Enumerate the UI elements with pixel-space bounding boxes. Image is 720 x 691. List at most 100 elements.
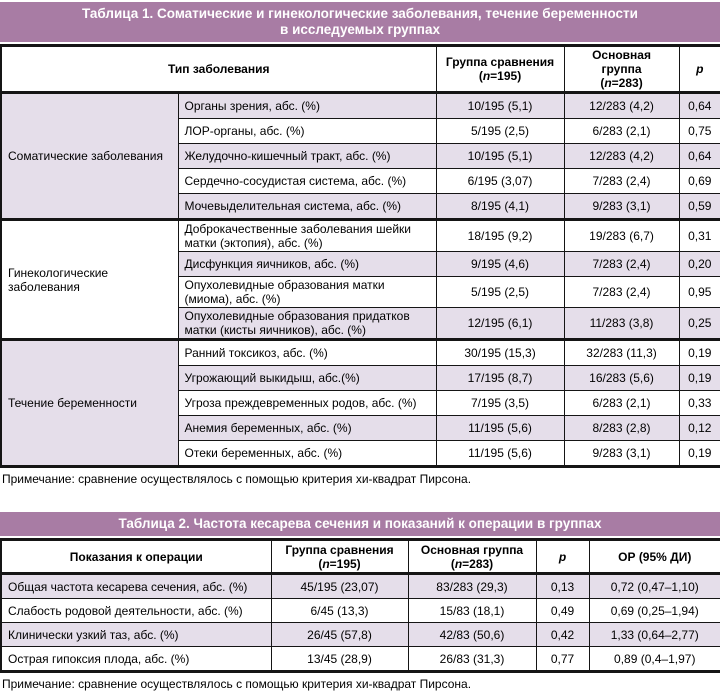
comparison-group-name: Группа сравнения xyxy=(445,55,555,69)
table1-header-main-group: Основная группа (n=283) xyxy=(563,45,680,94)
comparison-value: 5/195 (2,5) xyxy=(435,118,565,144)
main-value: 26/83 (31,3) xyxy=(407,646,537,672)
p-value: 0,59 xyxy=(678,193,720,220)
p-value: 0,20 xyxy=(678,251,720,277)
table-row: Общая частота кесарева сечения, абс. (%)… xyxy=(0,573,720,599)
table1-group-gynecological: Гинекологические заболевания xyxy=(0,218,179,340)
odds-ratio-value: 0,89 (0,4–1,97) xyxy=(588,646,720,672)
comparison-value: 9/195 (4,6) xyxy=(435,251,565,277)
paren-open: ( xyxy=(600,76,605,90)
p-value: 0,31 xyxy=(678,218,720,252)
table-row: Клинически узкий таз, абс. (%) 26/45 (57… xyxy=(0,622,720,647)
table1-title-bar: Таблица 1. Соматические и гинекологическ… xyxy=(0,2,720,42)
comparison-value: 13/45 (28,9) xyxy=(270,646,409,672)
odds-ratio-value: 0,72 (0,47–1,10) xyxy=(588,573,720,599)
p-value: 0,19 xyxy=(678,365,720,391)
table1-group-pregnancy-course: Течение беременности xyxy=(0,338,179,467)
indication-label: Клинически узкий таз, абс. (%) xyxy=(0,622,272,647)
p-value: 0,95 xyxy=(678,276,720,308)
disease-label: Сердечно-сосудистая система, абс. (%) xyxy=(177,168,437,194)
table2-header-comparison-group: Группа сравнения (n=195) xyxy=(270,539,409,575)
n-symbol: n xyxy=(454,556,463,571)
table2-header-main-group: Основная группа (n=283) xyxy=(407,539,537,575)
paren-open: ( xyxy=(450,556,455,571)
main-value: 9/283 (3,1) xyxy=(563,440,680,467)
p-value: 0,77 xyxy=(535,646,590,672)
table-row: Угроза преждевременных родов, абс. (%) 7… xyxy=(1,390,720,416)
main-value: 42/83 (50,6) xyxy=(407,622,537,647)
comparison-value: 8/195 (4,1) xyxy=(435,193,565,220)
p-value: 0,12 xyxy=(678,415,720,441)
comparison-value: 18/195 (9,2) xyxy=(435,218,565,252)
comparison-value: 10/195 (5,1) xyxy=(435,92,565,119)
n-value: =195) xyxy=(329,556,361,571)
comparison-value: 5/195 (2,5) xyxy=(435,276,565,308)
table2-header-or: ОР (95% ДИ) xyxy=(588,539,720,575)
main-group-name: Основная группа xyxy=(592,48,651,76)
table-row: Угрожающий выкидыш, абс.(%) 17/195 (8,7)… xyxy=(1,365,720,391)
table-row: Острая гипоксия плода, абс. (%) 13/45 (2… xyxy=(0,646,720,672)
main-value: 7/283 (2,4) xyxy=(563,251,680,277)
odds-ratio-value: 0,69 (0,25–1,94) xyxy=(588,598,720,623)
main-value: 15/83 (18,1) xyxy=(407,598,537,623)
main-group-n: (n=283) xyxy=(600,76,642,90)
main-value: 11/283 (3,8) xyxy=(563,307,680,340)
disease-label: Мочевыделительная система, абс. (%) xyxy=(177,193,437,220)
main-value: 12/283 (4,2) xyxy=(563,143,680,169)
comparison-value: 6/45 (13,3) xyxy=(270,598,409,623)
table-row: Желудочно-кишечный тракт, абс. (%) 10/19… xyxy=(1,143,720,169)
table1-note: Примечание: сравнение осуществлялось с п… xyxy=(2,472,472,486)
p-value: 0,33 xyxy=(678,390,720,416)
p-value: 0,69 xyxy=(678,168,720,194)
comparison-value: 26/45 (57,8) xyxy=(270,622,409,647)
table2-header-indications: Показания к операции xyxy=(0,539,272,575)
n-value: =283) xyxy=(611,76,643,90)
p-value: 0,19 xyxy=(678,338,720,366)
n-symbol: n xyxy=(604,76,612,90)
table-row: Течение беременности Ранний токсикоз, аб… xyxy=(0,338,720,467)
table2-header-row: Показания к операции Группа сравнения (n=… xyxy=(0,539,720,575)
comparison-value: 30/195 (15,3) xyxy=(435,338,565,366)
comparison-value: 45/195 (23,07) xyxy=(270,573,409,599)
disease-label: Угроза преждевременных родов, абс. (%) xyxy=(177,390,437,416)
n-value: =283) xyxy=(462,556,494,571)
comparison-value: 11/195 (5,6) xyxy=(435,440,565,467)
main-value: 7/283 (2,4) xyxy=(563,276,680,308)
n-symbol: n xyxy=(482,69,491,83)
indication-label: Общая частота кесарева сечения, абс. (%) xyxy=(0,573,272,599)
main-value: 6/283 (2,1) xyxy=(563,390,680,416)
main-value: 19/283 (6,7) xyxy=(563,218,680,252)
main-group-n: (n=283) xyxy=(451,557,493,571)
main-value: 9/283 (3,1) xyxy=(563,193,680,220)
table2-title-bar: Таблица 2. Частота кесарева сечения и по… xyxy=(0,512,720,536)
comparison-value: 6/195 (3,07) xyxy=(435,168,565,194)
table2-title: Таблица 2. Частота кесарева сечения и по… xyxy=(118,516,602,531)
comparison-value: 10/195 (5,1) xyxy=(435,143,565,169)
table-row: Опухолевидные образования матки (миома),… xyxy=(1,276,720,308)
table-row: Мочевыделительная система, абс. (%) 8/19… xyxy=(1,193,720,220)
p-value: 0,25 xyxy=(678,307,720,340)
disease-label: ЛОР-органы, абс. (%) xyxy=(177,118,437,144)
disease-label: Органы зрения, абс. (%) xyxy=(177,92,437,119)
table-row: Соматические заболевания Органы зрения, … xyxy=(0,92,720,220)
p-value: 0,64 xyxy=(678,143,720,169)
main-value: 12/283 (4,2) xyxy=(563,92,680,119)
disease-label: Ранний токсикоз, абс. (%) xyxy=(177,338,437,366)
main-value: 8/283 (2,8) xyxy=(563,415,680,441)
table1-title-line2: в исследуемых группах xyxy=(280,22,440,37)
table-row: Сердечно-сосудистая система, абс. (%) 6/… xyxy=(1,168,720,194)
disease-label: Анемия беременных, абс. (%) xyxy=(177,415,437,441)
table-row: Анемия беременных, абс. (%) 11/195 (5,6)… xyxy=(1,415,720,441)
main-value: 32/283 (11,3) xyxy=(563,338,680,366)
table-row: Опухолевидные образования придатков матк… xyxy=(1,307,720,340)
table1-header-p: p xyxy=(678,45,720,94)
disease-label: Доброкачественные заболевания шейки матк… xyxy=(177,218,437,252)
table2: Показания к операции Группа сравнения (n=… xyxy=(0,538,720,673)
n-value: =195) xyxy=(490,69,522,83)
comparison-value: 11/195 (5,6) xyxy=(435,415,565,441)
table-row: Отеки беременных, абс. (%) 11/195 (5,6) … xyxy=(1,440,720,467)
table1-header-type: Тип заболевания xyxy=(0,45,437,94)
odds-ratio-value: 1,33 (0,64–2,77) xyxy=(588,622,720,647)
paren-open: ( xyxy=(478,69,483,83)
p-value: 0,19 xyxy=(678,440,720,467)
